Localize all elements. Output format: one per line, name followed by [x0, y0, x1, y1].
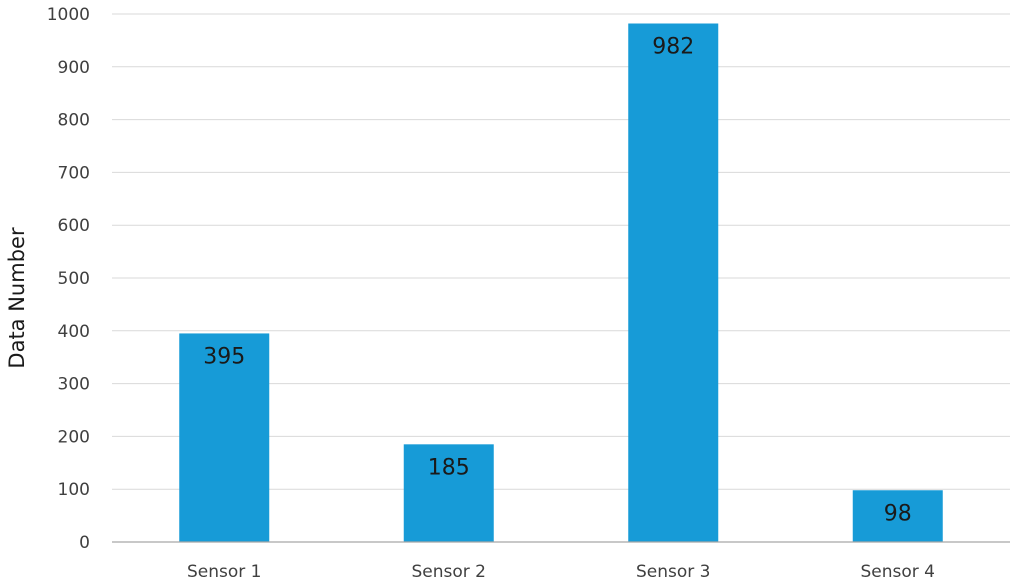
x-category-label-3: Sensor 3 — [636, 562, 711, 582]
y-tick-label: 0 — [79, 533, 90, 553]
bars — [179, 23, 943, 542]
y-tick-label: 500 — [58, 269, 90, 289]
y-axis-title: Data Number — [5, 227, 29, 369]
data-label-2: 185 — [428, 455, 470, 480]
y-tick-label: 200 — [58, 427, 90, 447]
data-label-1: 395 — [203, 344, 245, 369]
y-tick-label: 1000 — [47, 5, 90, 25]
y-tick-label: 400 — [58, 322, 90, 342]
y-axis-tick-labels: 0 100 200 300 400 500 600 700 800 900 1000 — [47, 5, 90, 553]
bar-1 — [179, 333, 270, 542]
data-label-4: 98 — [884, 501, 912, 526]
x-category-label-2: Sensor 2 — [412, 562, 487, 582]
x-category-label-1: Sensor 1 — [187, 562, 262, 582]
x-axis-category-labels: Sensor 1 Sensor 2 Sensor 3 Sensor 4 — [187, 562, 935, 582]
bar-2 — [403, 444, 494, 542]
y-tick-label: 100 — [58, 480, 90, 500]
y-tick-label: 300 — [58, 375, 90, 395]
y-tick-label: 700 — [58, 163, 90, 183]
x-category-label-4: Sensor 4 — [861, 562, 936, 582]
y-tick-label: 800 — [58, 111, 90, 131]
y-tick-label: 600 — [58, 216, 90, 236]
data-label-3: 982 — [652, 35, 694, 60]
y-tick-label: 900 — [58, 58, 90, 78]
bar-4 — [852, 490, 943, 542]
data-labels: 395 185 982 98 — [203, 35, 912, 527]
bar-3 — [628, 23, 719, 542]
